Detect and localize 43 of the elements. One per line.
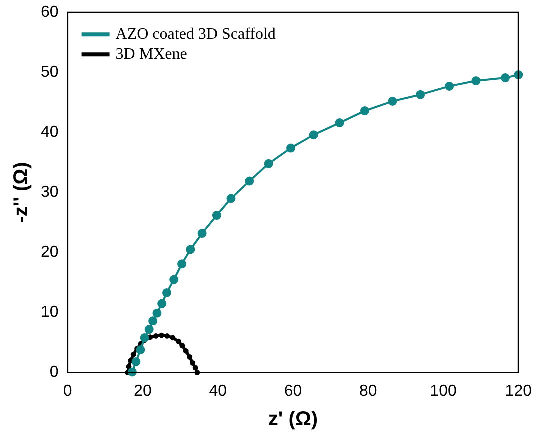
point bbox=[152, 308, 162, 318]
point bbox=[170, 275, 179, 284]
x-axis-title: z' (Ω) bbox=[268, 408, 318, 431]
point bbox=[445, 82, 454, 91]
y-tick-label: 40 bbox=[41, 124, 59, 142]
x-tick-label: 20 bbox=[134, 382, 152, 400]
point bbox=[132, 357, 141, 366]
point bbox=[148, 316, 158, 326]
point bbox=[501, 74, 510, 83]
x-tick-label: 120 bbox=[505, 382, 532, 400]
point bbox=[162, 288, 172, 298]
point bbox=[309, 130, 318, 140]
point bbox=[212, 211, 222, 220]
x-tick-label: 40 bbox=[209, 382, 228, 400]
point bbox=[178, 260, 187, 269]
point bbox=[144, 325, 154, 334]
point bbox=[264, 159, 274, 168]
y-tick-label: 50 bbox=[41, 64, 59, 82]
x-tick-label: 80 bbox=[359, 382, 378, 400]
point bbox=[416, 90, 426, 100]
point bbox=[360, 106, 370, 116]
y-tick-label: 60 bbox=[41, 4, 59, 22]
point bbox=[158, 299, 167, 308]
point bbox=[286, 144, 296, 153]
y-axis-title: -z'' (Ω) bbox=[10, 162, 33, 224]
y-tick-label: 30 bbox=[41, 184, 59, 202]
legend-label: AZO coated 3D Scaffold bbox=[116, 26, 276, 43]
point bbox=[226, 194, 236, 204]
point bbox=[472, 76, 481, 86]
x-tick-label: 60 bbox=[284, 382, 302, 400]
point bbox=[198, 229, 207, 238]
point bbox=[186, 245, 196, 254]
y-tick-label: 20 bbox=[41, 244, 59, 262]
y-tick-label: 0 bbox=[50, 364, 59, 382]
legend-label: 3D MXene bbox=[116, 46, 188, 63]
x-tick-label: 100 bbox=[430, 382, 457, 400]
point bbox=[140, 333, 150, 342]
x-tick-label: 0 bbox=[63, 382, 72, 400]
point bbox=[388, 96, 398, 106]
point bbox=[136, 345, 146, 354]
point bbox=[245, 176, 254, 186]
y-tick-label: 10 bbox=[41, 304, 59, 322]
point bbox=[335, 118, 344, 128]
